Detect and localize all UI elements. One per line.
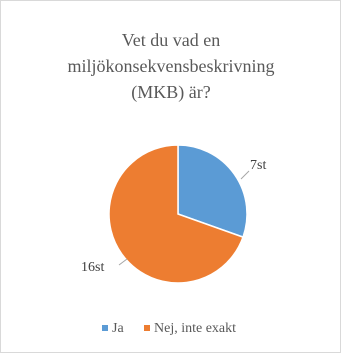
pie-slices: [108, 144, 248, 284]
chart-title-line-3: (MKB) är?: [131, 82, 210, 103]
legend-label-2: Nej, inte exakt: [154, 321, 236, 336]
pie-slice-ja: [177, 144, 248, 239]
chart-title-line-2: miljökonsekvensbeskrivning: [68, 56, 275, 76]
data-label-2: 16st: [81, 260, 104, 275]
leader-line-1: [240, 170, 250, 180]
chart-title: Vet du vad en miljökonsekvensbeskrivning…: [68, 30, 275, 103]
leader-line-2: [118, 258, 128, 266]
data-labels: 7st 16st: [81, 158, 266, 275]
legend-label-1: Ja: [112, 321, 124, 336]
legend: Ja Nej, inte exakt: [102, 321, 236, 336]
leader-lines: [118, 170, 250, 266]
legend-swatch-2: [144, 325, 150, 331]
data-label-1: 7st: [250, 158, 266, 173]
legend-swatch-1: [102, 325, 108, 331]
pie-slice-nej-inte-exakt: [108, 144, 244, 284]
chart-title-line-1: Vet du vad en: [122, 30, 220, 50]
